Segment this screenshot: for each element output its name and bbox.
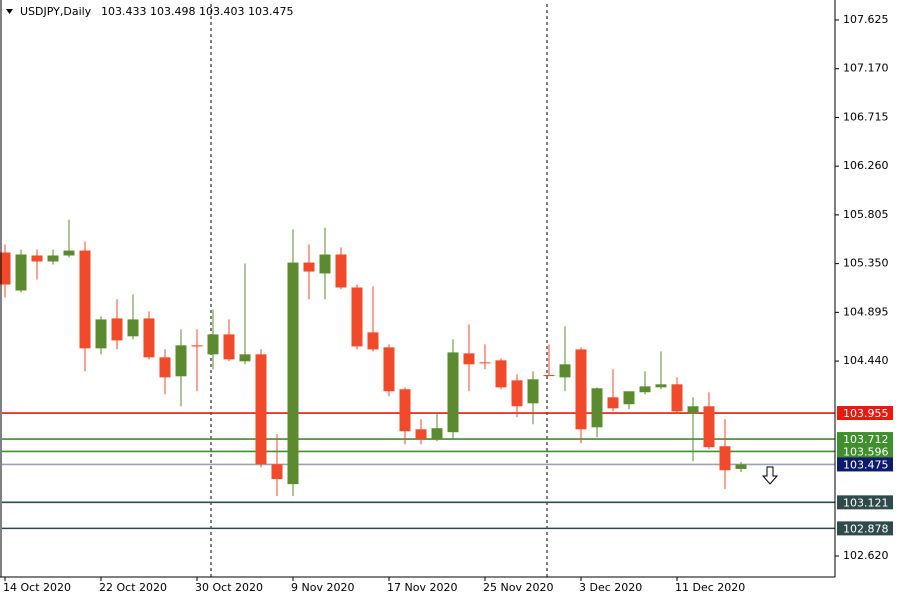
candle-body	[287, 262, 299, 485]
candle-body	[271, 464, 283, 480]
x-tick-label: 9 Nov 2020	[291, 581, 354, 594]
candle-body	[431, 428, 443, 440]
candle-body	[687, 406, 699, 414]
candle-body	[191, 345, 203, 347]
level-label: 103.121	[843, 496, 889, 509]
level-label-bg	[837, 444, 893, 459]
ohlc-high: 103.498	[150, 5, 196, 18]
level-label-bg	[837, 457, 893, 472]
candle-body	[95, 319, 107, 349]
candle-body	[719, 446, 731, 471]
plot	[0, 219, 835, 530]
candle-body	[367, 332, 379, 350]
level-label: 103.712	[843, 433, 889, 446]
y-tick-label: 107.170	[843, 62, 889, 75]
y-tick-label: 102.620	[843, 549, 889, 562]
candle-body	[239, 354, 251, 362]
candle-body	[143, 318, 155, 358]
candle-body	[383, 347, 395, 392]
candle-body	[479, 362, 491, 364]
candle-body	[495, 360, 507, 388]
sell-arrow	[761, 466, 779, 485]
candle-body	[111, 318, 123, 341]
level-label: 103.596	[843, 445, 889, 458]
x-tick-label: 30 Oct 2020	[195, 581, 263, 594]
candle-body	[447, 352, 459, 433]
candle-body	[31, 255, 43, 262]
candle-body	[399, 389, 411, 432]
level-label: 103.475	[843, 458, 889, 471]
candle-body	[223, 334, 235, 360]
y-tick-label: 106.715	[843, 110, 889, 123]
candle-body	[655, 384, 667, 388]
candle-body	[63, 250, 75, 256]
candle-body	[255, 354, 267, 465]
candle-body	[543, 375, 555, 377]
candle-body	[0, 252, 11, 285]
symbol: USDJPY,Daily	[20, 5, 92, 18]
candle-body	[591, 388, 603, 428]
x-tick-label: 11 Dec 2020	[675, 581, 745, 594]
level-label-bg	[837, 495, 893, 510]
ohlc-open: 103.433	[101, 5, 147, 18]
candle-body	[127, 319, 139, 337]
ohlc-close: 103.475	[248, 5, 294, 18]
candle-body	[463, 353, 475, 365]
candle-body	[639, 386, 651, 393]
candle-body	[15, 254, 27, 291]
y-tick-label: 104.895	[843, 305, 889, 318]
candle-body	[703, 406, 715, 448]
x-tick-label: 17 Nov 2020	[387, 581, 457, 594]
x-tick-label: 25 Nov 2020	[483, 581, 553, 594]
x-tick-label: 3 Dec 2020	[579, 581, 642, 594]
candle-body	[79, 250, 91, 349]
candle-body	[511, 380, 523, 407]
candle-body	[671, 384, 683, 412]
y-tick-label: 105.805	[843, 208, 889, 221]
candle-body	[303, 262, 315, 272]
y-tick-label: 107.625	[843, 13, 889, 26]
y-tick-label: 104.440	[843, 354, 889, 367]
x-tick-label: 22 Oct 2020	[99, 581, 167, 594]
ohlc-low: 103.403	[199, 5, 245, 18]
level-label-bg	[837, 521, 893, 536]
y-tick-label: 105.350	[843, 257, 889, 270]
candle-body	[527, 379, 539, 404]
candle-body	[319, 254, 331, 274]
candle-body	[159, 357, 171, 378]
y-tick-label: 106.260	[843, 159, 889, 172]
level-label: 102.878	[843, 522, 889, 535]
level-label: 103.955	[843, 407, 889, 420]
level-label-bg	[837, 406, 893, 421]
level-label-bg	[837, 432, 893, 447]
candle-body	[335, 254, 347, 288]
candle-body	[175, 345, 187, 377]
candle-body	[351, 287, 363, 347]
candle-body	[735, 464, 747, 469]
candle-body	[415, 429, 427, 440]
candle-body	[575, 349, 587, 430]
candle-body	[47, 255, 59, 262]
candle-body	[207, 334, 219, 355]
x-tick-label: 14 Oct 2020	[3, 581, 71, 594]
candle-body	[559, 364, 571, 378]
title-arrow	[6, 9, 13, 14]
candle-body	[623, 391, 635, 405]
candle-body	[607, 397, 619, 409]
